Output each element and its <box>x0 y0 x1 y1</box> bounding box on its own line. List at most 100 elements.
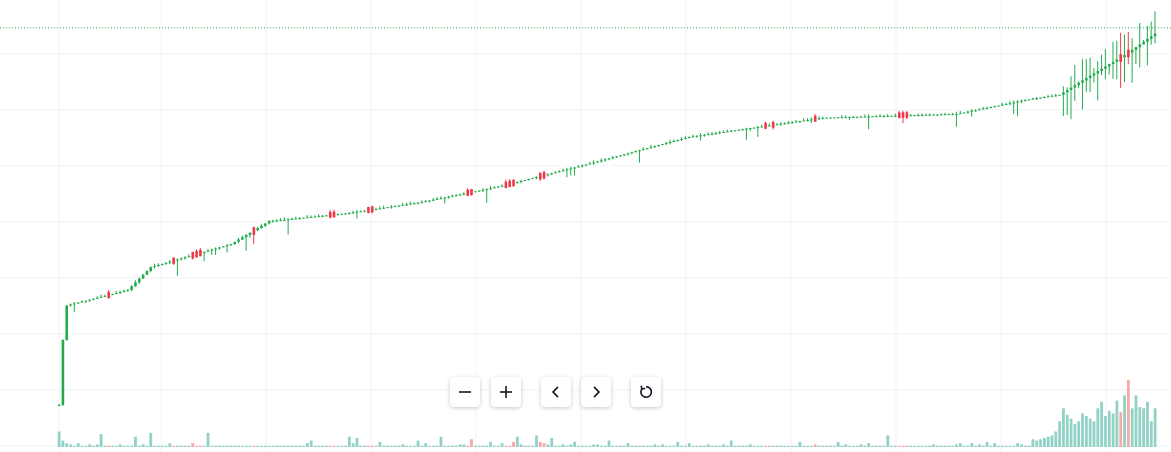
candle-up <box>676 139 680 141</box>
volume-bar <box>309 440 313 447</box>
volume-bar <box>607 440 611 447</box>
candle-up <box>202 251 206 253</box>
volume-bar <box>825 445 829 447</box>
candle-up <box>306 217 309 219</box>
candle-up <box>1077 82 1081 86</box>
volume-bar <box>592 444 596 447</box>
volume-bar <box>1023 445 1027 447</box>
volume-bar <box>172 445 176 447</box>
volume-bar <box>638 445 641 447</box>
volume-bar <box>344 445 347 447</box>
volume-bar <box>764 445 767 447</box>
candle-up <box>1012 102 1016 104</box>
zoom-in-button[interactable] <box>491 377 521 407</box>
volume-bar <box>424 443 428 447</box>
volume-bar <box>641 445 645 447</box>
candle-up <box>527 179 531 181</box>
volume-bar <box>409 445 412 447</box>
candle-up <box>729 130 733 132</box>
candle-up <box>286 219 290 221</box>
plus-icon <box>500 386 512 398</box>
candle-up <box>936 114 939 116</box>
volume-bar <box>1031 439 1035 447</box>
candle-up <box>92 298 95 300</box>
candle-up <box>157 264 160 267</box>
candle-up <box>569 168 573 170</box>
volume-bar <box>351 443 355 447</box>
zoom-out-button[interactable] <box>450 377 480 407</box>
candle-up <box>928 114 932 116</box>
reset-chart-button[interactable] <box>631 377 661 407</box>
candle-up <box>1088 75 1092 79</box>
volume-bar <box>978 444 981 447</box>
volume-bar <box>149 432 153 447</box>
candle-down <box>172 257 175 264</box>
candle-down <box>771 121 775 128</box>
volume-bar <box>695 445 699 447</box>
scroll-right-button[interactable] <box>581 377 611 407</box>
scroll-left-button[interactable] <box>541 377 571 407</box>
candle-down <box>504 181 508 189</box>
volume-bar <box>714 445 718 447</box>
reset-icon <box>640 385 653 398</box>
volume-bar <box>443 445 447 447</box>
candle-up <box>1069 87 1073 90</box>
volume-bar <box>336 445 340 447</box>
candle-up <box>993 106 997 108</box>
candle-up <box>695 135 699 137</box>
candle-up <box>836 117 840 119</box>
candle-up <box>393 206 397 208</box>
chart-navigation-controls <box>450 377 665 409</box>
volume-bar <box>550 437 554 447</box>
candle-up <box>592 162 596 164</box>
volume-bar <box>943 445 947 447</box>
candle-up <box>516 181 519 183</box>
volume-bar <box>1046 436 1050 447</box>
volume-bar <box>1039 439 1042 447</box>
volume-bar <box>298 445 302 447</box>
candle-up <box>966 111 970 113</box>
volume-bar <box>401 444 405 447</box>
volume-bar <box>428 445 431 447</box>
volume-bar <box>848 445 851 447</box>
candle-up <box>787 122 790 124</box>
volume-bar <box>981 445 985 447</box>
candle-up <box>852 116 855 118</box>
volume-bar <box>294 445 298 447</box>
candle-up <box>412 203 416 205</box>
candle-up <box>775 124 779 126</box>
volume-bar <box>783 445 787 447</box>
volume-bar <box>813 444 817 447</box>
candle-up <box>1004 103 1008 105</box>
candle-up <box>970 110 974 112</box>
volume-bar <box>894 445 897 447</box>
candle-up <box>244 234 248 238</box>
candle-up <box>691 136 695 138</box>
candle-up <box>1096 71 1100 74</box>
candle-up <box>260 225 263 229</box>
volume-bar <box>252 445 256 447</box>
volume-bar <box>577 445 580 447</box>
candle-up <box>749 128 752 130</box>
candle-up <box>451 195 454 197</box>
candle-down <box>332 211 336 218</box>
volume-bar <box>970 443 974 447</box>
volume-bar <box>187 445 191 447</box>
candle-up <box>550 173 554 175</box>
volume-bar <box>137 445 141 447</box>
volume-bar <box>993 443 997 447</box>
volume-bar <box>370 445 374 447</box>
volume-bar <box>256 445 260 447</box>
volume-bar <box>974 445 978 447</box>
candle-up <box>653 146 657 148</box>
candle-up <box>1085 78 1088 81</box>
candle-up <box>878 116 882 118</box>
candle-up <box>565 169 569 171</box>
candle-down <box>1119 54 1123 62</box>
volume-bar <box>263 445 267 447</box>
candle-up <box>638 150 641 152</box>
candle-up <box>863 116 867 118</box>
candle-up <box>1016 101 1019 103</box>
candle-up <box>344 213 347 215</box>
